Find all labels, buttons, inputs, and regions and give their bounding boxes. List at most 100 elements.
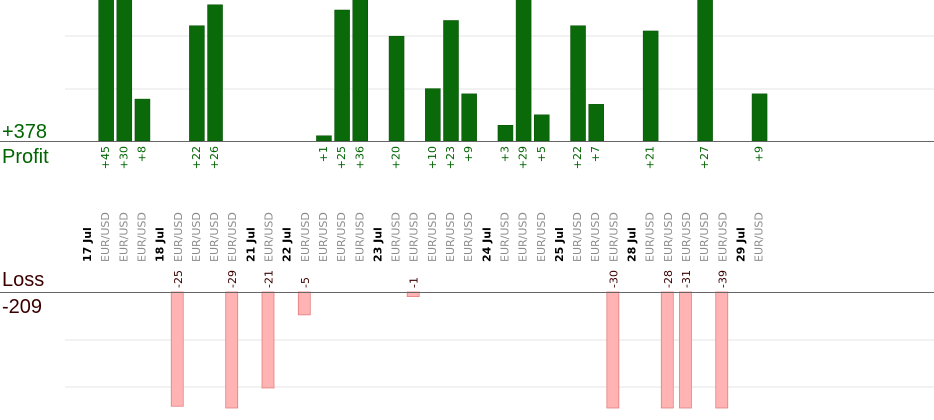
instrument-tick-label: EUR/USD <box>408 212 421 262</box>
date-tick-label: 25 Jul <box>553 227 566 262</box>
date-tick-label: 28 Jul <box>626 227 639 262</box>
profit-value-label: +9 <box>753 146 766 162</box>
loss-bar <box>261 291 275 389</box>
profit-value-label: +1 <box>317 146 330 162</box>
profit-value-label: +20 <box>390 146 403 169</box>
instrument-tick-label: EUR/USD <box>117 212 130 262</box>
instrument-tick-label: EUR/USD <box>535 212 548 262</box>
profit-value-label: +36 <box>353 146 366 169</box>
loss-total-label: -209 <box>2 296 42 318</box>
profit-value-label: +23 <box>444 146 457 169</box>
instrument-tick-label: EUR/USD <box>99 212 112 262</box>
loss-bars: -25 -29 -21 -5 -1 -30 -28 -31 -39 <box>170 270 729 409</box>
loss-value-label: -31 <box>680 270 693 288</box>
profit-value-label: +9 <box>462 146 475 162</box>
profit-bar <box>443 20 459 142</box>
profit-bar <box>98 0 114 142</box>
loss-value-label: -21 <box>263 270 276 288</box>
profit-bar <box>134 98 151 142</box>
date-tick-label: 22 Jul <box>281 227 294 262</box>
profit-bar <box>352 0 368 142</box>
profit-bar <box>588 104 604 142</box>
date-tick-label: 17 Jul <box>81 227 94 262</box>
profit-bars: +45 +30 +8 +22 +26 +1 +25 +36 +20 +10 +23 +9 +3 +29 +5… <box>98 0 768 169</box>
instrument-tick-label: EUR/USD <box>190 212 203 262</box>
profit-value-label: +8 <box>135 146 148 162</box>
instrument-tick-label: EUR/USD <box>226 212 239 262</box>
profit-value-label: +25 <box>335 146 348 169</box>
instrument-tick-label: EUR/USD <box>353 212 366 262</box>
profit-value-label: +3 <box>498 146 511 162</box>
instrument-tick-label: EUR/USD <box>299 212 312 262</box>
loss-bar <box>660 291 674 409</box>
profit-bar <box>334 9 350 142</box>
profit-value-label: +26 <box>208 146 221 169</box>
date-tick-label: 24 Jul <box>480 227 493 262</box>
instrument-tick-label: EUR/USD <box>426 212 439 262</box>
instrument-tick-label: EUR/USD <box>589 212 602 262</box>
loss-bar <box>715 291 729 409</box>
instrument-tick-label: EUR/USD <box>263 212 276 262</box>
instrument-tick-label: EUR/USD <box>716 212 729 262</box>
profit-bar <box>425 88 441 142</box>
loss-value-label: -28 <box>662 270 675 288</box>
instrument-tick-label: EUR/USD <box>208 212 221 262</box>
profit-bar <box>497 125 514 142</box>
date-tick-label: 18 Jul <box>154 227 167 262</box>
instrument-tick-label: EUR/USD <box>462 212 475 262</box>
profit-bar <box>388 35 405 142</box>
instrument-tick-label: EUR/USD <box>644 212 657 262</box>
profit-value-label: +30 <box>117 146 130 169</box>
instrument-tick-label: EUR/USD <box>753 212 766 262</box>
loss-value-label: -25 <box>172 270 185 288</box>
loss-bar <box>297 291 311 316</box>
instrument-tick-label: EUR/USD <box>390 212 403 262</box>
instrument-tick-label: EUR/USD <box>571 212 584 262</box>
profit-bar <box>207 4 223 142</box>
profit-bar <box>642 30 659 142</box>
loss-value-label: -39 <box>716 270 729 288</box>
profit-bar <box>534 114 550 142</box>
instrument-tick-label: EUR/USD <box>698 212 711 262</box>
loss-value-label: -29 <box>226 270 239 288</box>
profit-bar <box>570 25 586 142</box>
profit-title: Profit <box>2 146 49 168</box>
summary-labels: +378 Profit Loss -209 <box>2 121 49 318</box>
profit-value-label: +10 <box>426 146 439 169</box>
loss-bar <box>679 291 692 409</box>
profit-bar <box>316 135 332 142</box>
loss-value-label: -30 <box>607 270 620 288</box>
profit-bar <box>515 0 532 142</box>
loss-value-label: -5 <box>299 277 312 288</box>
date-tick-label: 29 Jul <box>734 227 747 262</box>
instrument-tick-label: EUR/USD <box>680 212 693 262</box>
profit-bar <box>189 25 205 142</box>
instrument-tick-label: EUR/USD <box>335 212 348 262</box>
profit-value-label: +5 <box>535 146 548 162</box>
profit-bar <box>697 0 713 142</box>
profit-total-label: +378 <box>2 121 47 143</box>
profit-value-label: +21 <box>644 146 657 169</box>
instrument-tick-label: EUR/USD <box>498 212 511 262</box>
instrument-tick-label: EUR/USD <box>662 212 675 262</box>
instrument-tick-label: EUR/USD <box>317 212 330 262</box>
instrument-tick-label: EUR/USD <box>444 212 457 262</box>
profit-bar <box>461 93 477 142</box>
profit-bar <box>751 93 768 142</box>
profit-value-label: +22 <box>190 146 203 169</box>
loss-bar <box>606 291 620 409</box>
date-tick-label: 23 Jul <box>371 227 384 262</box>
instrument-tick-label: EUR/USD <box>607 212 620 262</box>
loss-value-label: -1 <box>408 277 421 288</box>
instrument-tick-label: EUR/USD <box>517 212 530 262</box>
profit-bar <box>116 0 133 142</box>
profit-value-label: +45 <box>99 146 112 169</box>
loss-bar <box>225 291 239 409</box>
profit-value-label: +22 <box>571 146 584 169</box>
loss-title: Loss <box>2 269 44 291</box>
profit-value-label: +29 <box>517 146 530 169</box>
category-ticks: 17 Jul EUR/USD EUR/USD EUR/USD 18 Jul EUR/USD… <box>81 212 766 262</box>
date-tick-label: 21 Jul <box>244 227 257 262</box>
